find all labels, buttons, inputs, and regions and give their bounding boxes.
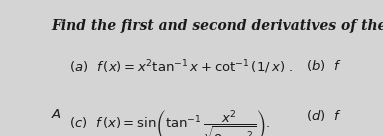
Text: $(c)\ \ f\,(x)=\sin\!\left(\tan^{-1}\dfrac{x^2}{\sqrt{9-x^2}}\right).$: $(c)\ \ f\,(x)=\sin\!\left(\tan^{-1}\dfr… [69, 109, 270, 136]
Text: $\mathit{A}$: $\mathit{A}$ [51, 109, 62, 121]
Text: Find the first and second derivatives of the following functions: Find the first and second derivatives of… [51, 19, 383, 33]
Text: $(d)\ \ f$: $(d)\ \ f$ [306, 109, 342, 123]
Text: $(a)\ \ f\,(x)= x^2\tan^{-1}x+\cot^{-1}(1/\,x)\ .$: $(a)\ \ f\,(x)= x^2\tan^{-1}x+\cot^{-1}(… [69, 58, 293, 76]
Text: $(b)\ \ f$: $(b)\ \ f$ [306, 58, 342, 73]
